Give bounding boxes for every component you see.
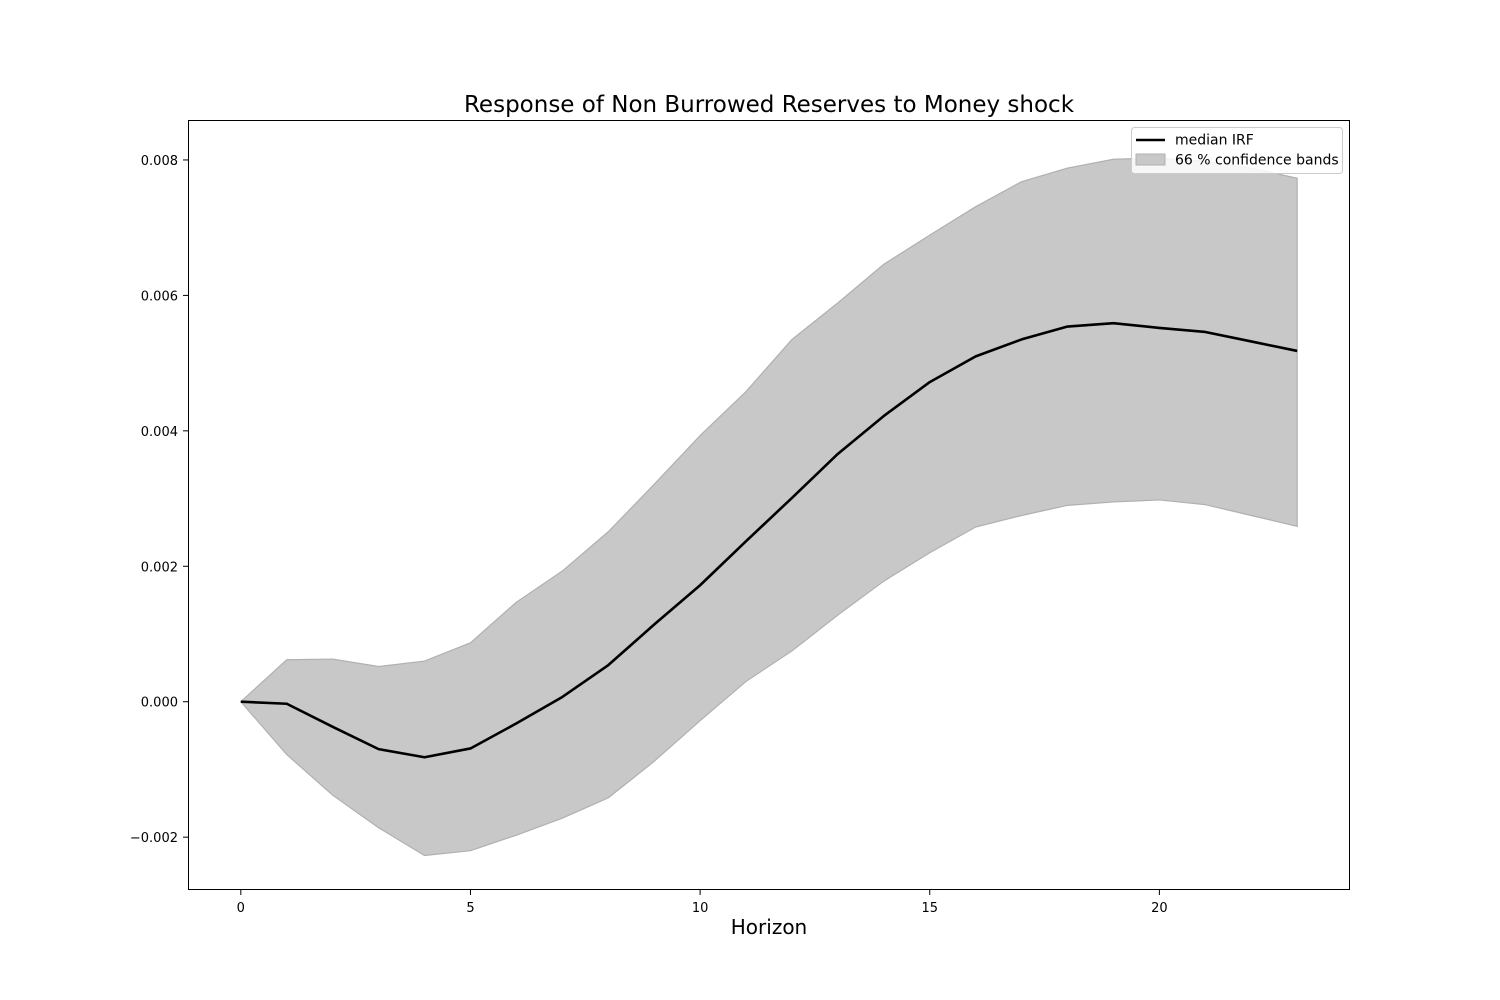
median-line-layer [240, 321, 1298, 759]
y-tick-label: −0.002 [130, 831, 178, 846]
confidence-band-layer [239, 157, 1298, 857]
legend-box [1131, 127, 1343, 174]
x-tick-label: 10 [692, 901, 709, 916]
legend-band-label: 66 % confidence bands [1175, 153, 1339, 169]
legend-band-swatch [1135, 153, 1166, 166]
x-tick-label: 5 [466, 901, 474, 916]
y-tick-label: 0.002 [141, 560, 178, 575]
y-tick-label: 0.004 [141, 425, 178, 440]
x-axis-label: Horizon [731, 915, 807, 939]
legend: median IRF 66 % confidence bands [1131, 127, 1343, 174]
y-axis: −0.002 0.000 0.002 0.004 0.006 0.008 [130, 154, 188, 846]
chart-title: Response of Non Burrowed Reserves to Mon… [464, 92, 1075, 118]
y-tick-label: 0.006 [141, 289, 178, 304]
y-tick-label: 0.008 [141, 154, 178, 169]
legend-median-label: median IRF [1175, 133, 1254, 149]
plot-area [239, 157, 1298, 857]
x-tick-label: 0 [237, 901, 245, 916]
x-tick-label: 20 [1151, 901, 1168, 916]
plot-frame [188, 120, 1350, 890]
x-tick-label: 15 [921, 901, 938, 916]
x-axis: 0 5 10 15 20 [237, 890, 1168, 916]
y-tick-label: 0.000 [141, 696, 178, 711]
confidence-band-area [239, 157, 1298, 857]
median-irf-line [240, 321, 1298, 759]
